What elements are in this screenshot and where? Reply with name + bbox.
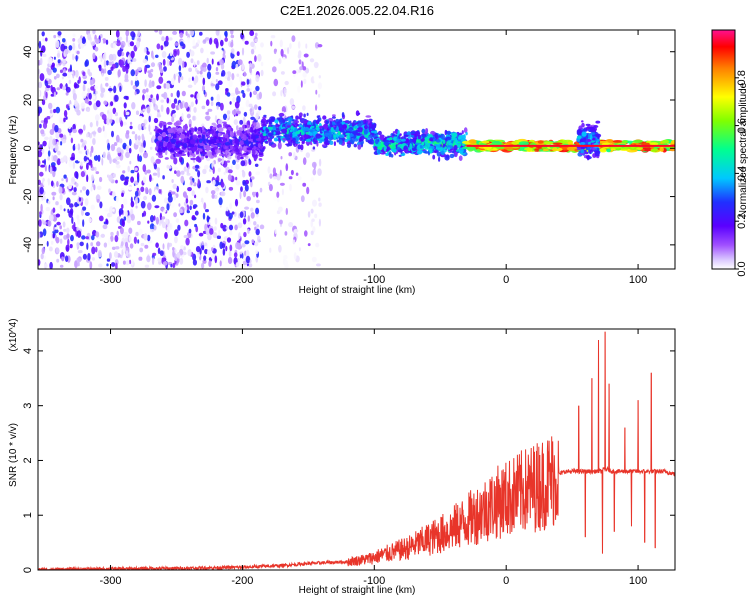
colorbar-label: Normalized spectral amplitude: [738, 82, 749, 217]
colorbar-tick-label: 0.0: [736, 261, 748, 276]
colorbar-tick-label: 0.4: [736, 166, 748, 181]
spectrogram-x-tick-label: -200: [231, 274, 253, 286]
spectrogram-x-ticks: -300 -200 -100 0 100: [100, 30, 647, 286]
spectrogram-band: [154, 115, 265, 164]
colorbar-tick-label: 0.2: [736, 214, 748, 229]
spectrogram-band: [372, 127, 469, 162]
snr-plot-area: [38, 331, 675, 570]
snr-y-axis-label: SNR (10 * v/v): [8, 423, 19, 487]
snr-y-tick-label: 4: [22, 348, 34, 354]
snr-y-tick-label: 2: [22, 457, 34, 463]
snr-x-tick-label: -200: [231, 575, 253, 587]
snr-x-tick-label: 100: [629, 575, 647, 587]
spectrogram-band: [576, 120, 602, 161]
spectrogram-y-axis-label: Frequency (Hz): [8, 116, 19, 185]
spectrogram-y-tick-label: 0: [22, 145, 34, 151]
spectrogram-band: [267, 30, 324, 269]
colorbar-scale: [711, 29, 736, 270]
spectrogram-frame: [37, 29, 676, 270]
spectrogram-y-tick-label: 20: [22, 94, 34, 106]
spectrogram-x-tick-label: 100: [629, 274, 647, 286]
spectrogram-x-tick-label: -300: [100, 274, 122, 286]
snr-y-tick-label: 3: [22, 403, 34, 409]
colorbar-tick-label: 0.6: [736, 118, 748, 133]
snr-x-tick-label: -300: [100, 575, 122, 587]
spectrogram-y-tick-label: -40: [22, 237, 34, 253]
snr-y-tick-label: 0: [22, 567, 34, 573]
snr-frame: [37, 328, 676, 571]
spectrogram-band: [259, 110, 377, 151]
colorbar: 0.0 0.2 0.4 0.6 0.8 Normalized spectral ampl…: [711, 29, 749, 277]
snr-panel: -300 -200 -100 0 100 0 1 2 3 4 Height of straigh…: [8, 318, 676, 596]
snr-x-axis-label: Height of straight line (km): [299, 585, 416, 596]
snr-y-ticks: 0 1 2 3 4: [22, 348, 675, 573]
spectrogram-x-tick-label: -100: [363, 274, 385, 286]
spectrogram-y-tick-label: -20: [22, 189, 34, 205]
spectrogram-x-axis-label: Height of straight line (km): [299, 285, 416, 296]
chart-title: C2E1.2026.005.22.04.R16: [280, 3, 434, 18]
snr-y-multiplier: (x10^4): [8, 318, 19, 351]
snr-x-tick-label: -100: [363, 575, 385, 587]
spectrogram-y-tick-label: 40: [22, 46, 34, 58]
snr-y-tick-label: 1: [22, 512, 34, 518]
snr-x-ticks: -300 -200 -100 0 100: [100, 329, 647, 587]
spectrogram-x-tick-label: 0: [503, 274, 509, 286]
spectrogram-heatmap: [38, 30, 675, 269]
colorbar-ticks: 0.0 0.2 0.4 0.6 0.8: [735, 70, 748, 277]
spectrogram-y-ticks: -40 -20 0 20 40: [22, 46, 675, 253]
snr-x-tick-label: 0: [503, 575, 509, 587]
snr-series-line: [38, 331, 675, 570]
colorbar-tick-label: 0.8: [736, 70, 748, 85]
